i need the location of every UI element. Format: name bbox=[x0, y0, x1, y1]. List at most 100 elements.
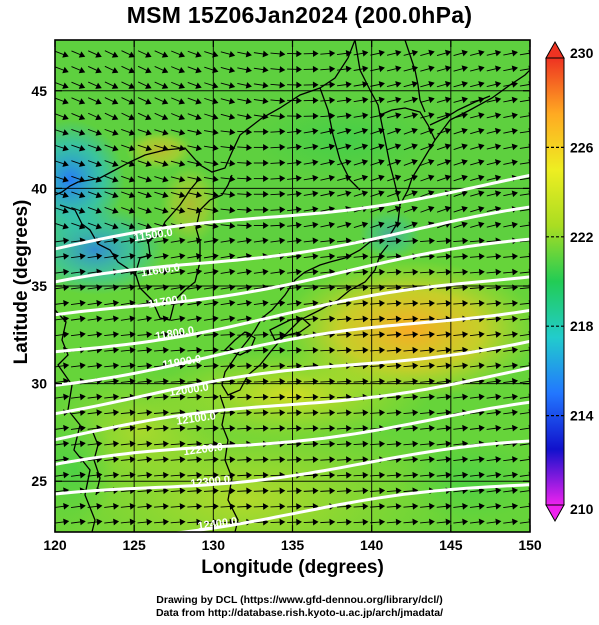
wind-arrow-head bbox=[129, 518, 136, 526]
wind-arrow-head bbox=[429, 471, 435, 479]
wind-arrow-head bbox=[461, 49, 468, 57]
wind-arrow-head bbox=[78, 191, 86, 199]
x-tick-label: 135 bbox=[281, 537, 305, 553]
wind-arrow-head bbox=[213, 518, 219, 526]
wind-arrow-head bbox=[213, 440, 219, 448]
wind-arrow-head bbox=[195, 207, 203, 214]
wind-arrow-head bbox=[145, 82, 152, 89]
wind-arrow-head bbox=[128, 51, 135, 58]
wind-arrow-head bbox=[312, 425, 319, 432]
wind-arrow-head bbox=[129, 362, 136, 370]
wind-arrow-head bbox=[195, 237, 203, 245]
wind-arrow-head bbox=[395, 503, 402, 510]
wind-arrow-head bbox=[79, 284, 86, 291]
wind-arrow-head bbox=[395, 96, 402, 104]
wind-arrow-head bbox=[196, 362, 203, 370]
contour-line bbox=[171, 483, 530, 532]
wind-arrow-head bbox=[328, 174, 336, 182]
wind-arrow-head bbox=[112, 176, 119, 183]
wind-arrow-head bbox=[362, 96, 369, 104]
wind-arrow bbox=[519, 427, 530, 430]
wind-arrow-head bbox=[96, 518, 103, 526]
wind-arrow-head bbox=[212, 237, 219, 245]
wind-arrow-head bbox=[212, 82, 219, 89]
wind-arrow-head bbox=[212, 128, 219, 136]
wind-arrow-head bbox=[412, 503, 419, 510]
wind-arrow-head bbox=[412, 409, 419, 417]
wind-arrow-head bbox=[196, 471, 203, 479]
wind-arrow-head bbox=[478, 221, 485, 229]
wind-arrow-head bbox=[229, 378, 236, 385]
wind-arrow-head bbox=[395, 378, 402, 385]
wind-arrow-head bbox=[95, 129, 102, 136]
wind-arrow-head bbox=[362, 331, 369, 339]
wind-arrow-head bbox=[478, 393, 485, 401]
wind-arrow-head bbox=[345, 159, 352, 166]
wind-arrow-head bbox=[312, 190, 319, 198]
contour-line bbox=[55, 205, 530, 284]
wind-arrow-head bbox=[296, 518, 302, 526]
contour-label: 12000.0 bbox=[168, 381, 209, 399]
wind-arrow-head bbox=[295, 221, 302, 229]
wind-arrow-head bbox=[295, 159, 302, 167]
wind-arrow-head bbox=[511, 393, 519, 401]
wind-arrow-head bbox=[478, 362, 485, 370]
wind-arrow-head bbox=[511, 471, 519, 479]
wind-arrow-head bbox=[195, 128, 203, 136]
wind-arrow-head bbox=[229, 299, 236, 307]
wind-arrow-head bbox=[328, 127, 336, 135]
wind-arrow-head bbox=[245, 315, 252, 323]
wind-arrow-head bbox=[229, 409, 236, 417]
wind-arrow-head bbox=[111, 114, 119, 121]
wind-arrow-head bbox=[495, 49, 502, 57]
wind-arrow-head bbox=[79, 471, 86, 479]
wind-arrow-head bbox=[378, 143, 385, 150]
wind-arrow-head bbox=[62, 191, 69, 199]
wind-arrow-head bbox=[78, 82, 86, 89]
wind-arrow-head bbox=[378, 174, 385, 182]
wind-arrow-head bbox=[329, 456, 336, 464]
wind-arrow-head bbox=[262, 378, 269, 385]
wind-arrow-head bbox=[296, 346, 302, 354]
wind-arrow-head bbox=[113, 518, 120, 526]
wind-arrow-head bbox=[512, 253, 519, 260]
wind-arrow-head bbox=[262, 362, 269, 370]
wind-arrow-head bbox=[329, 378, 336, 385]
wind-arrow-head bbox=[345, 221, 352, 229]
wind-arrow-head bbox=[229, 175, 236, 183]
wind-arrow-head bbox=[146, 284, 153, 291]
wind-arrow-head bbox=[429, 409, 435, 417]
wind-arrow-head bbox=[362, 409, 369, 417]
wind-arrow-head bbox=[346, 393, 352, 401]
axis-ticks: 120 125 130 135 140 145 150 25 30 35 40 45 bbox=[31, 40, 542, 553]
wind-arrow-head bbox=[129, 346, 136, 354]
wind-arrow-head bbox=[279, 362, 286, 370]
wind-arrow-head bbox=[462, 393, 469, 401]
wind-arrow-head bbox=[511, 346, 519, 354]
wind-arrow-head bbox=[245, 299, 252, 307]
wind-arrow-head bbox=[262, 503, 269, 510]
wind-arrow bbox=[519, 83, 530, 87]
wind-arrow-head bbox=[462, 471, 469, 479]
wind-arrow-head bbox=[179, 175, 186, 183]
wind-arrow-head bbox=[196, 503, 203, 510]
wind-arrow-head bbox=[212, 175, 219, 183]
wind-arrow-head bbox=[495, 300, 502, 307]
wind-arrow-head bbox=[212, 144, 219, 152]
wind-arrow-head bbox=[445, 300, 452, 307]
wind-arrow-head bbox=[161, 82, 169, 89]
wind-arrow-head bbox=[312, 393, 319, 401]
wind-arrow-head bbox=[178, 113, 185, 121]
wind-arrow-head bbox=[495, 518, 502, 526]
wind-arrow-head bbox=[445, 346, 452, 354]
wind-arrow-head bbox=[329, 96, 336, 104]
wind-arrow-head bbox=[512, 284, 519, 292]
wind-arrow-head bbox=[461, 65, 468, 72]
wind-arrow-head bbox=[196, 487, 203, 495]
wind-arrow-head bbox=[478, 127, 485, 135]
wind-arrow-head bbox=[245, 268, 252, 276]
wind-arrow bbox=[519, 411, 530, 415]
wind-arrow-head bbox=[379, 471, 386, 479]
wind-arrow-head bbox=[161, 98, 169, 105]
wind-arrow-head bbox=[196, 440, 203, 448]
